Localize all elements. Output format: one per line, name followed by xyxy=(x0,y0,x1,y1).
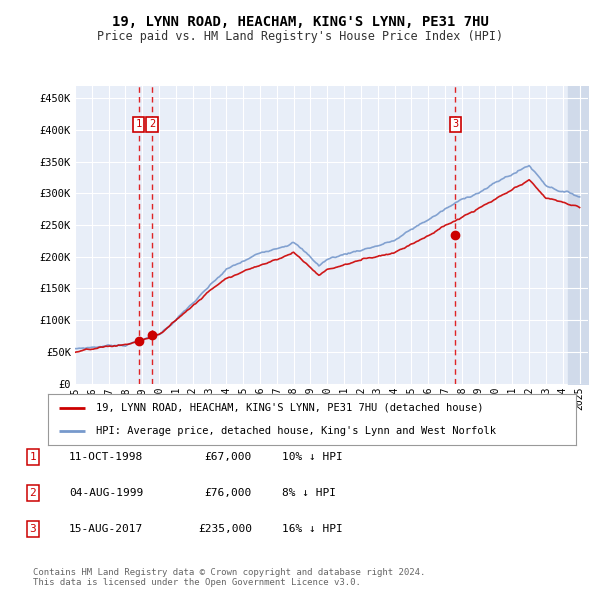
Text: £235,000: £235,000 xyxy=(198,524,252,533)
Text: Contains HM Land Registry data © Crown copyright and database right 2024.
This d: Contains HM Land Registry data © Crown c… xyxy=(33,568,425,587)
Text: 2: 2 xyxy=(149,119,155,129)
Text: 1: 1 xyxy=(136,119,142,129)
Text: £76,000: £76,000 xyxy=(205,488,252,497)
Text: 15-AUG-2017: 15-AUG-2017 xyxy=(69,524,143,533)
Text: 04-AUG-1999: 04-AUG-1999 xyxy=(69,488,143,497)
Text: 19, LYNN ROAD, HEACHAM, KING'S LYNN, PE31 7HU: 19, LYNN ROAD, HEACHAM, KING'S LYNN, PE3… xyxy=(112,15,488,30)
Text: £67,000: £67,000 xyxy=(205,452,252,461)
Text: HPI: Average price, detached house, King's Lynn and West Norfolk: HPI: Average price, detached house, King… xyxy=(95,427,496,437)
Text: 3: 3 xyxy=(452,119,458,129)
Text: 10% ↓ HPI: 10% ↓ HPI xyxy=(282,452,343,461)
Text: 2: 2 xyxy=(29,488,37,497)
Text: 19, LYNN ROAD, HEACHAM, KING'S LYNN, PE31 7HU (detached house): 19, LYNN ROAD, HEACHAM, KING'S LYNN, PE3… xyxy=(95,402,483,412)
Text: 8% ↓ HPI: 8% ↓ HPI xyxy=(282,488,336,497)
Text: Price paid vs. HM Land Registry's House Price Index (HPI): Price paid vs. HM Land Registry's House … xyxy=(97,30,503,43)
Text: 16% ↓ HPI: 16% ↓ HPI xyxy=(282,524,343,533)
Text: 11-OCT-1998: 11-OCT-1998 xyxy=(69,452,143,461)
Text: 1: 1 xyxy=(29,452,37,461)
Text: 3: 3 xyxy=(29,524,37,533)
